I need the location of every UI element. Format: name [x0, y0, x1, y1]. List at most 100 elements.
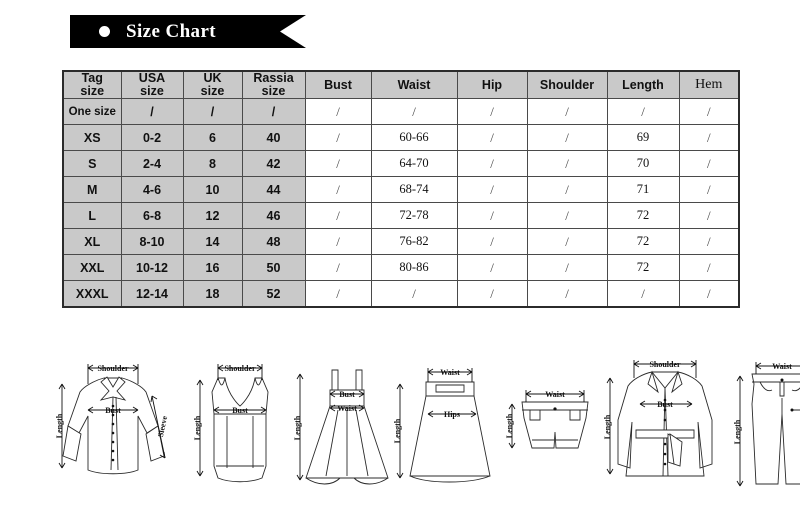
cell-waist: 72-78: [370, 202, 458, 230]
label-sleeve: Sleeve: [156, 415, 169, 438]
table-row: XXXL 12-14 18 52// / / / /: [62, 280, 740, 308]
cell-uk: 12: [182, 202, 243, 230]
cell-hem: /: [678, 176, 740, 204]
cell-tag-size: M: [62, 176, 122, 204]
cell-hip: /: [456, 228, 528, 256]
column-header-tag-size: Tag size: [62, 70, 122, 100]
label-bust: Bust: [232, 406, 248, 415]
label-shoulder: Shoulder: [649, 360, 681, 369]
illustration-blouse: Shoulder Bust Length Sleeve: [52, 344, 200, 516]
banner-shape: [70, 15, 306, 48]
cell-rassia: 52: [241, 280, 306, 308]
column-header-line1: Rassia: [253, 71, 294, 85]
cell-bust: /: [304, 228, 372, 256]
column-header-line2: size: [140, 84, 164, 99]
cell-rassia: 42: [241, 150, 306, 178]
label-shoulder: Shoulder: [97, 364, 129, 373]
cell-rassia: 46: [241, 202, 306, 230]
cell-hem: /: [678, 124, 740, 152]
cell-hem: /: [678, 202, 740, 230]
cell-rassia: 50: [241, 254, 306, 282]
cell-usa: 6-8: [120, 202, 184, 230]
cell-waist: 80-86: [370, 254, 458, 282]
label-waist: Waist: [545, 390, 565, 399]
column-header-line2: size: [261, 84, 286, 99]
label-waist: Waist: [772, 362, 792, 371]
cell-shoulder: /: [526, 280, 608, 308]
label-length: Length: [603, 414, 612, 439]
column-header-line1: UK: [203, 71, 222, 85]
cell-rassia: 44: [241, 176, 306, 204]
cell-length: 71: [606, 176, 680, 204]
illustration-camisole: Shoulder Bust Length: [180, 344, 300, 516]
label-length: Length: [393, 418, 402, 443]
column-header-waist: Waist: [370, 70, 458, 100]
table-row: M 4-6 10 44/68-74//71/: [62, 176, 740, 204]
cell-length: 72: [606, 202, 680, 230]
cell-uk: 10: [182, 176, 243, 204]
cell-hip: /: [456, 98, 528, 126]
cell-rassia: 48: [241, 228, 306, 256]
cell-tag-size: L: [62, 202, 122, 230]
column-header-shoulder: Shoulder: [526, 70, 608, 100]
cell-length: 72: [606, 228, 680, 256]
cell-tag-size: S: [62, 150, 122, 178]
cell-bust: /: [304, 176, 372, 204]
column-header-bust: Bust: [304, 70, 372, 100]
cell-uk: 8: [182, 150, 243, 178]
cell-hip: /: [456, 254, 528, 282]
column-header-line2: size: [200, 84, 225, 99]
cell-bust: /: [304, 98, 372, 126]
column-header-line1: Tag: [81, 71, 103, 85]
cell-uk: 18: [182, 280, 243, 308]
dot-icon: [99, 26, 110, 37]
label-waist: Waist: [337, 404, 357, 413]
garment-illustrations: Shoulder Bust Length Sleeve S: [52, 344, 800, 516]
label-length: Length: [733, 419, 742, 444]
cell-waist: /: [370, 98, 458, 126]
label-length: Length: [505, 413, 514, 438]
cell-usa: 12-14: [120, 280, 184, 308]
cell-waist: 64-70: [370, 150, 458, 178]
cell-shoulder: /: [526, 176, 608, 204]
label-bust: Bust: [339, 390, 355, 399]
illustration-shorts: Waist Length: [500, 344, 610, 516]
cell-tag-size: XS: [62, 124, 122, 152]
cell-uk: /: [182, 98, 243, 126]
cell-length: 72: [606, 254, 680, 282]
cell-hip: /: [456, 280, 528, 308]
cell-hip: /: [456, 176, 528, 204]
cell-waist: 60-66: [370, 124, 458, 152]
illustration-dress: Bust Waist Length: [292, 344, 402, 516]
label-bust: Bust: [657, 400, 673, 409]
cell-usa: 8-10: [120, 228, 184, 256]
cell-waist: 68-74: [370, 176, 458, 204]
cell-shoulder: /: [526, 254, 608, 282]
column-header-length: Length: [606, 70, 680, 100]
column-header-rassia-size: Rassia size: [241, 70, 306, 100]
cell-hem: /: [678, 280, 740, 308]
cell-shoulder: /: [526, 228, 608, 256]
cell-usa: 10-12: [120, 254, 184, 282]
table-header-row: Tag size USA size UK size Rassia size Bu…: [62, 70, 740, 100]
cell-tag-size: XXL: [62, 254, 122, 282]
page-title: Size Chart: [126, 20, 217, 42]
illustration-pants: Waist Thigh Length: [720, 344, 800, 516]
cell-length: /: [606, 280, 680, 308]
cell-waist: 76-82: [370, 228, 458, 256]
size-chart-banner: Size Chart: [70, 15, 306, 48]
cell-shoulder: /: [526, 98, 608, 126]
cell-bust: /: [304, 124, 372, 152]
cell-uk: 16: [182, 254, 243, 282]
cell-bust: /: [304, 254, 372, 282]
label-hips: Hips: [444, 410, 460, 419]
label-length: Length: [55, 413, 64, 438]
cell-hem: /: [678, 150, 740, 178]
cell-length: /: [606, 98, 680, 126]
cell-hem: /: [678, 98, 740, 126]
table-row: One size / / / / / / / / /: [62, 98, 740, 126]
cell-tag-size: XXXL: [62, 280, 122, 308]
cell-hip: /: [456, 202, 528, 230]
cell-hem: /: [678, 254, 740, 282]
label-length: Length: [293, 415, 302, 440]
